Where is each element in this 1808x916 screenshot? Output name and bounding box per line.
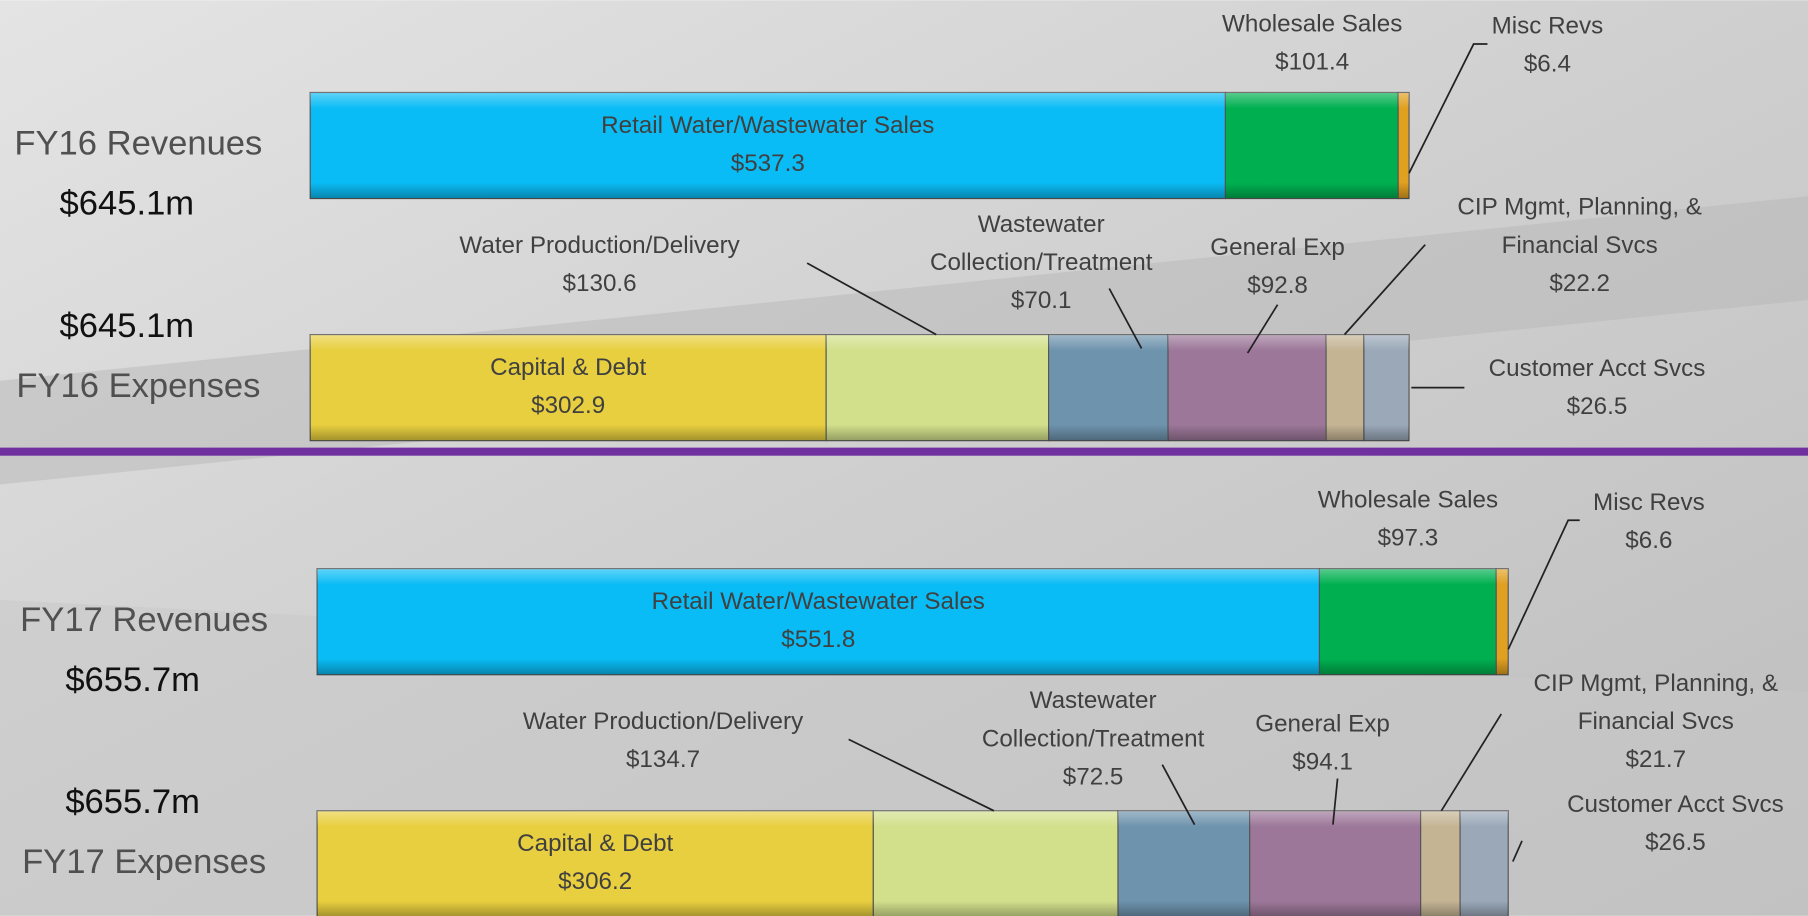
segment-name: Retail Water/Wastewater Sales (652, 588, 985, 615)
v: $101.4 (1185, 43, 1439, 81)
bar-name: FY17 Revenues (20, 601, 268, 639)
segment-label: CIP Mgmt, Planning, & Financial Svcs $21… (1500, 664, 1808, 791)
segment-label-box: Customer Acct Svcs $26.5 (1459, 350, 1736, 426)
bar-segment (1460, 811, 1508, 916)
segment-label: Capital & Debt $302.9 (430, 348, 707, 475)
segment-name: CIP Mgmt, Planning, & Financial Svcs (1457, 194, 1702, 259)
v: $21.7 (1500, 741, 1808, 779)
segment-label: Customer Acct Svcs $26.5 (1537, 785, 1808, 912)
bar-total: $655.7m (65, 783, 200, 821)
segment-name: General Exp (1255, 711, 1390, 738)
bar-segment (1364, 335, 1409, 441)
segment-name: Retail Water/Wastewater Sales (601, 112, 934, 139)
segment-label-box: Wholesale Sales $101.4 (1185, 5, 1439, 81)
v: $537.3 (731, 150, 805, 177)
segment-name: Wastewater Collection/Treatment (930, 211, 1153, 276)
v: $92.8 (1185, 267, 1369, 305)
v: $97.3 (1281, 519, 1535, 557)
v: $22.2 (1424, 264, 1735, 302)
v: $130.6 (409, 264, 790, 302)
segment-name: Water Production/Delivery (523, 708, 803, 735)
bar-segment (1496, 569, 1508, 675)
segment-name: Capital & Debt (517, 830, 673, 857)
bar-segment (1421, 811, 1460, 916)
segment-label-box: Wastewater Collection/Treatment $70.1 (897, 205, 1185, 319)
segment-name: Wastewater Collection/Treatment (982, 687, 1205, 752)
bar-segment (1326, 335, 1364, 441)
v: $26.5 (1537, 824, 1808, 862)
v: $70.1 (897, 282, 1185, 320)
segment-label-box: Retail Water/Wastewater Sales $551.8 (651, 583, 985, 659)
bar-name: FY17 Expenses (22, 843, 266, 881)
bar-segment (826, 335, 1048, 441)
segment-label: General Exp $94.1 (1230, 705, 1414, 832)
segment-name: General Exp (1210, 234, 1345, 261)
bar-total: $655.7m (65, 661, 200, 699)
v: $6.4 (1467, 45, 1628, 83)
segment-name: Customer Acct Svcs (1489, 355, 1706, 382)
segment-label-box: Water Production/Delivery $130.6 (409, 226, 790, 302)
segment-label: Customer Acct Svcs $26.5 (1459, 350, 1736, 477)
segment-label-box: Customer Acct Svcs $26.5 (1537, 785, 1808, 861)
segment-label-box: Water Production/Delivery $134.7 (473, 702, 854, 778)
v: $72.5 (949, 758, 1237, 796)
bar-total: $645.1m (60, 307, 195, 345)
segment-name: Customer Acct Svcs (1567, 791, 1784, 818)
bar-name: FY16 Revenues (14, 125, 262, 163)
v: $302.9 (430, 387, 707, 425)
segment-label: CIP Mgmt, Planning, & Financial Svcs $22… (1424, 188, 1735, 315)
segment-label: Retail Water/Wastewater Sales $551.8 (651, 583, 985, 710)
v: $134.7 (473, 741, 854, 779)
segment-label: Misc Revs $6.4 (1467, 7, 1628, 134)
v: $26.5 (1459, 388, 1736, 426)
bar-segment (1049, 335, 1168, 441)
segment-label-box: CIP Mgmt, Planning, & Financial Svcs $21… (1500, 664, 1808, 778)
segment-label: Wastewater Collection/Treatment $70.1 (897, 205, 1185, 332)
bar-segment (1398, 92, 1409, 198)
segment-label-box: Wholesale Sales $97.3 (1281, 481, 1535, 557)
segment-label-box: Capital & Debt $302.9 (430, 348, 707, 424)
segment-name: Water Production/Delivery (459, 232, 739, 259)
segment-label-box: General Exp $94.1 (1230, 705, 1414, 781)
segment-label: Wastewater Collection/Treatment $72.5 (949, 682, 1237, 809)
segment-label-box: Retail Water/Wastewater Sales $537.3 (601, 106, 935, 182)
segment-label-box: Misc Revs $6.6 (1568, 483, 1729, 559)
segment-name: CIP Mgmt, Planning, & Financial Svcs (1534, 670, 1779, 735)
segment-name: Misc Revs (1492, 13, 1604, 40)
segment-label: Retail Water/Wastewater Sales $537.3 (601, 106, 935, 233)
segment-label-box: Misc Revs $6.4 (1467, 7, 1628, 83)
bar-total: $645.1m (60, 185, 195, 223)
segment-label: Water Production/Delivery $134.7 (473, 702, 854, 829)
segment-label: Capital & Debt $306.2 (457, 825, 734, 916)
segment-label-box: Wastewater Collection/Treatment $72.5 (949, 682, 1237, 796)
page: {"chart_data": [ {"type": "bar", "bars":… (0, 0, 1808, 916)
segment-name: Wholesale Sales (1318, 487, 1498, 514)
segment-label: Misc Revs $6.6 (1568, 483, 1729, 610)
v: $551.8 (781, 626, 855, 653)
segment-label-box: CIP Mgmt, Planning, & Financial Svcs $22… (1424, 188, 1735, 302)
v: $94.1 (1230, 743, 1414, 781)
segment-name: Wholesale Sales (1222, 11, 1402, 38)
segment-label-box: Capital & Debt $306.2 (457, 825, 734, 901)
segment-name: Capital & Debt (490, 354, 646, 381)
segment-name: Misc Revs (1593, 489, 1705, 516)
v: $306.2 (457, 863, 734, 901)
chart: Retail Water/Wastewater Sales $537.3 Whol… (0, 0, 1808, 916)
bar-name: FY16 Expenses (16, 367, 260, 405)
segment-label-box: General Exp $92.8 (1185, 229, 1369, 305)
segment-label: Water Production/Delivery $130.6 (409, 226, 790, 353)
bar-segment (873, 811, 1118, 916)
v: $6.6 (1568, 521, 1729, 559)
